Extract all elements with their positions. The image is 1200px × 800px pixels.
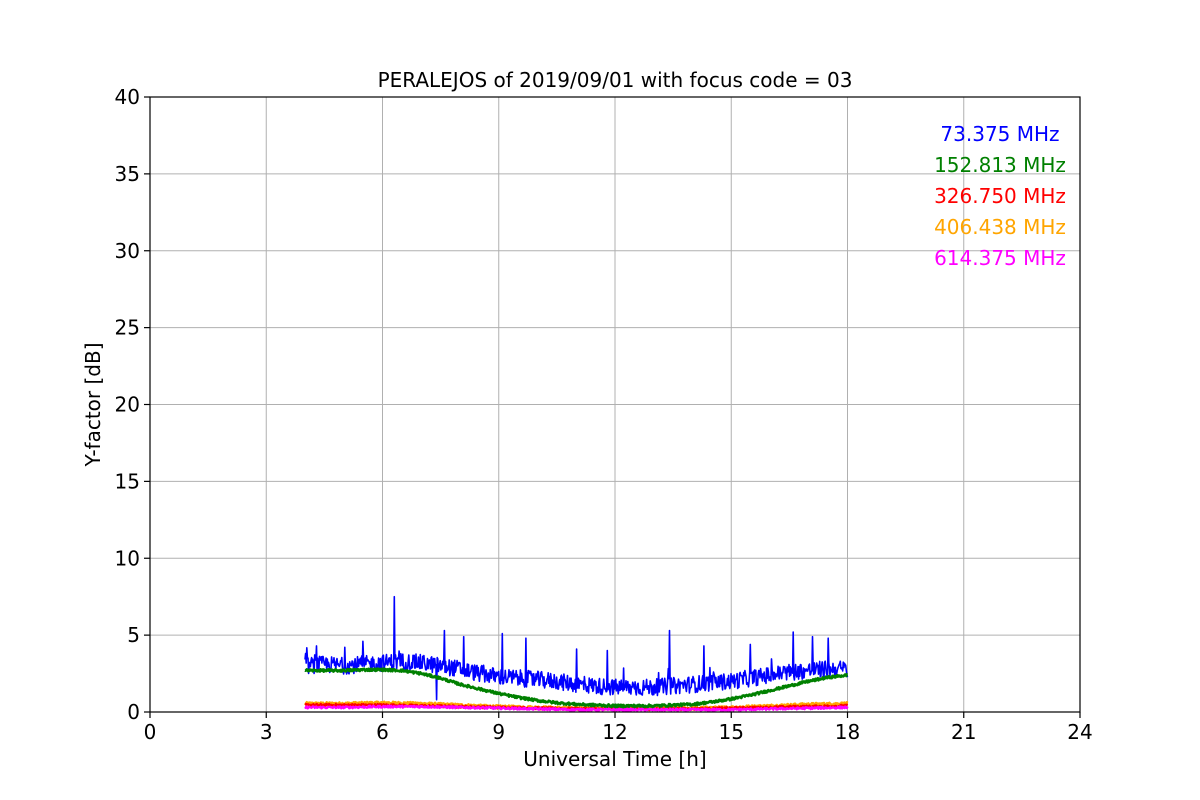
y-tick-label: 30 [115, 239, 140, 263]
legend-entry: 406.438 MHz [934, 215, 1066, 239]
series-line-73-375-mhz [304, 595, 849, 701]
legend-entry: 152.813 MHz [934, 153, 1066, 177]
y-tick-label: 40 [115, 85, 140, 109]
x-tick-label: 6 [376, 720, 389, 744]
y-tick-label: 0 [127, 700, 140, 724]
x-tick-label: 21 [951, 720, 976, 744]
y-tick-label: 15 [115, 469, 140, 493]
legend-entry: 614.375 MHz [934, 246, 1066, 270]
y-tick-label: 5 [127, 623, 140, 647]
legend-entry: 326.750 MHz [934, 184, 1066, 208]
x-tick-label: 24 [1067, 720, 1092, 744]
chart-title: PERALEJOS of 2019/09/01 with focus code … [378, 68, 853, 92]
legend: 73.375 MHz 152.813 MHz 326.750 MHz 406.438 … [934, 122, 1066, 270]
series-line-614-375-mhz [304, 704, 849, 712]
x-tick-label: 15 [719, 720, 744, 744]
y-axis-label: Y-factor [dB] [81, 342, 105, 467]
x-axis-label: Universal Time [h] [523, 747, 706, 771]
legend-entry: 73.375 MHz [940, 122, 1059, 146]
y-tick-label: 10 [115, 546, 140, 570]
y-tick-label: 35 [115, 162, 140, 186]
x-tick-label: 0 [144, 720, 157, 744]
series-layer [303, 595, 849, 712]
ticks: 0 3 6 9 12 15 18 21 24 0 5 10 15 20 25 30 35 40 [115, 85, 1093, 744]
x-tick-label: 12 [602, 720, 627, 744]
series-line-152-813-mhz [304, 667, 849, 709]
y-tick-label: 20 [115, 393, 140, 417]
x-tick-label: 9 [492, 720, 505, 744]
y-tick-label: 25 [115, 316, 140, 340]
x-tick-label: 3 [260, 720, 273, 744]
x-tick-label: 18 [835, 720, 860, 744]
